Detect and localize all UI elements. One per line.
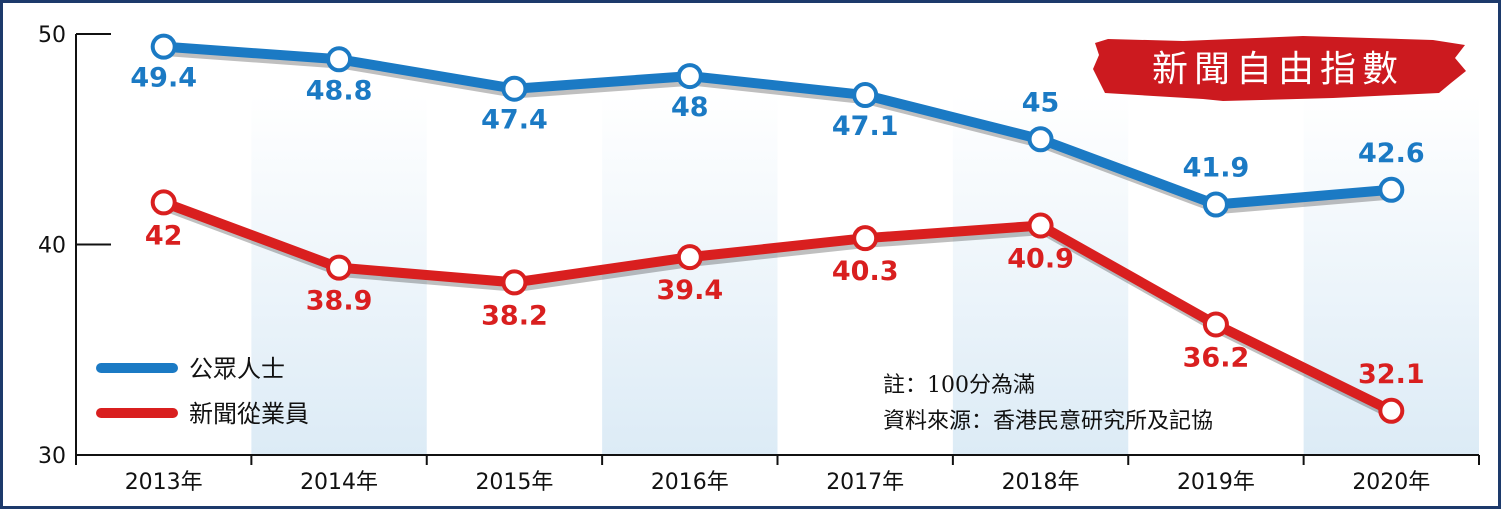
point-journalists [1027, 212, 1054, 239]
data-label-journalists: 39.4 [657, 275, 724, 306]
legend: 公眾人士 新聞從業員 [96, 355, 309, 428]
point-public [1202, 191, 1229, 218]
x-tick-label: 2020年 [1352, 470, 1430, 495]
point-journalists [1202, 311, 1229, 338]
y-tick-label: 50 [38, 23, 66, 48]
data-label-journalists: 40.9 [1007, 244, 1074, 275]
x-tick-label: 2017年 [826, 470, 904, 495]
series-line-journalists [158, 197, 1397, 416]
x-tick-label: 2013年 [125, 470, 203, 495]
data-label-public: 47.4 [481, 105, 548, 136]
data-label-public: 45 [1022, 87, 1060, 118]
point-public [501, 75, 528, 102]
point-public [326, 46, 353, 73]
y-tick-label: 40 [38, 234, 66, 259]
point-public [852, 82, 879, 109]
point-public [150, 33, 177, 60]
data-label-journalists: 42 [145, 220, 183, 251]
data-label-journalists: 40.3 [832, 256, 899, 287]
note-source: 資料來源：香港民意研究所及記協 [883, 409, 1213, 434]
alternating-bands [251, 94, 1479, 455]
x-tick-label: 2014年 [300, 470, 378, 495]
note-full-score: 註：100分為滿 [883, 373, 1035, 398]
notes: 註：100分為滿 資料來源：香港民意研究所及記協 [883, 373, 1213, 434]
data-label-journalists: 32.1 [1358, 359, 1425, 390]
x-tick-label: 2015年 [475, 470, 553, 495]
chart-title: 新聞自由指數 [1152, 49, 1404, 90]
series-points [150, 33, 1405, 424]
point-public [676, 63, 703, 90]
data-label-public: 48 [671, 92, 709, 123]
x-tick-label: 2018年 [1002, 470, 1080, 495]
data-label-public: 42.6 [1358, 138, 1425, 169]
x-tick-label: 2019年 [1177, 470, 1255, 495]
data-label-public: 41.9 [1183, 153, 1250, 184]
point-journalists [852, 225, 879, 252]
point-journalists [1378, 397, 1405, 424]
point-public [1027, 126, 1054, 153]
legend-label-public: 公眾人士 [189, 355, 285, 383]
data-label-journalists: 38.2 [481, 300, 548, 331]
data-label-journalists: 36.2 [1183, 342, 1250, 373]
data-labels: 49.4 48.8 47.4 48 47.1 45 41.9 42.6 42 38.9 38.2 39… [130, 63, 1424, 390]
title-brush [1093, 36, 1466, 101]
title-banner: 新聞自由指數 [1093, 36, 1466, 101]
column-band [602, 94, 778, 455]
legend-label-journalists: 新聞從業員 [189, 400, 309, 428]
x-tick-label: 2016年 [651, 470, 729, 495]
series-lines [158, 41, 1400, 421]
data-label-public: 47.1 [832, 111, 899, 142]
column-band [952, 94, 1129, 455]
data-label-public: 49.4 [130, 63, 197, 94]
axes: 30 40 50 2013年 2014年 2015年 2016年 2017年 2018年 2019… [38, 23, 1480, 495]
chart-canvas: 30 40 50 2013年 2014年 2015年 2016年 2017年 2018年 2019… [38, 23, 1480, 495]
point-journalists [501, 269, 528, 296]
data-label-journalists: 38.9 [306, 286, 373, 317]
column-band [1303, 94, 1479, 455]
point-public [1378, 176, 1405, 203]
series-line-public [158, 41, 1397, 210]
point-journalists [326, 254, 353, 281]
point-journalists [676, 244, 703, 271]
y-tick-label: 30 [38, 444, 66, 469]
point-journalists [150, 189, 177, 216]
data-label-public: 48.8 [306, 75, 373, 106]
